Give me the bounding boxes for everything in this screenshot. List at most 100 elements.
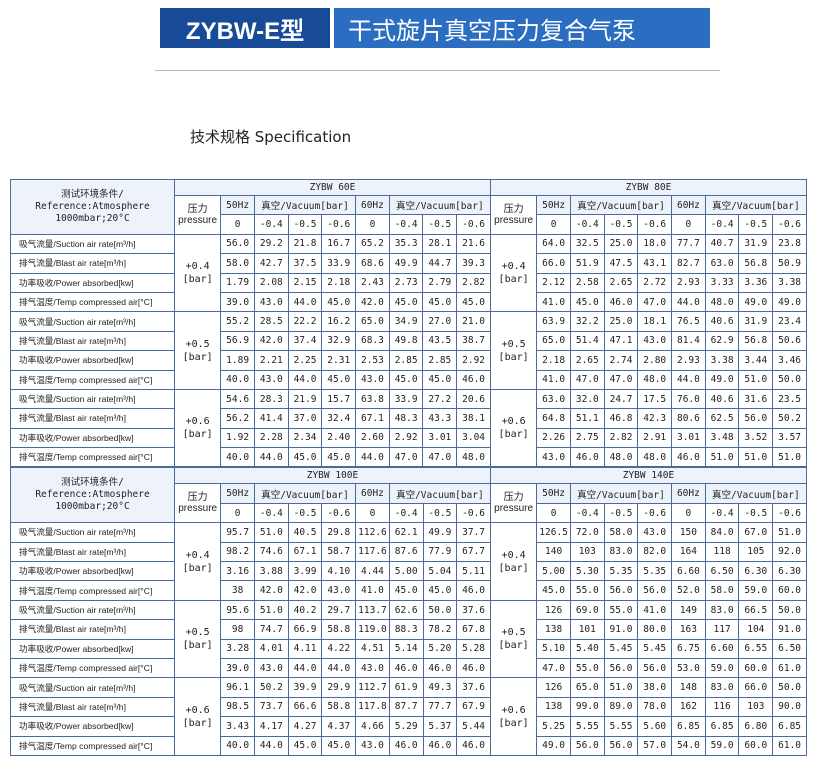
divider [155, 70, 720, 71]
value-cell: 25.0 [603, 233, 639, 255]
data-row: 排气温度/Temp compressed air[°C] 39.0 43.0 44.0… [10, 291, 807, 313]
text-line: [bar] [182, 562, 213, 574]
frequency: 60Hz [355, 483, 390, 504]
value-cell: 46.0 [456, 580, 491, 601]
value-cell: 104 [738, 619, 774, 640]
value-cell: 51.0 [704, 447, 740, 468]
value-cell: 50.2 [772, 408, 807, 429]
value-cell: 50.9 [772, 253, 807, 274]
value-cell: 33.9 [388, 388, 424, 410]
value-cell: 2.43 [355, 272, 390, 293]
value-cell: 2.85 [422, 350, 458, 371]
vacuum-header: 真空/Vacuum[bar] [704, 483, 808, 504]
value-cell: 5.30 [569, 561, 605, 582]
value-cell: 40.0 [220, 447, 255, 468]
value-cell: 4.27 [287, 716, 323, 737]
value-cell: 46.0 [569, 447, 605, 468]
value-cell: 6.75 [671, 638, 706, 659]
value-cell: 82.0 [637, 541, 673, 563]
pressure-group: +0.5 [bar] [489, 311, 538, 390]
value-cell: 51.0 [254, 522, 289, 543]
value-cell: 40.6 [704, 388, 740, 410]
value-cell: 55.0 [569, 657, 605, 679]
value-cell: 6.85 [704, 716, 740, 737]
value-cell: 1.79 [220, 272, 255, 293]
value-cell: 40.2 [287, 599, 323, 621]
value-cell: 5.14 [388, 638, 424, 659]
value-cell: 28.1 [422, 233, 458, 255]
value-cell: 45.0 [321, 735, 357, 756]
text-line: [bar] [182, 717, 213, 729]
value-cell: 5.45 [603, 638, 639, 659]
value-cell: 88.3 [388, 619, 424, 640]
row-label: 功率吸收/Power absorbed[kw] [10, 427, 175, 449]
row-label: 排气流量/Blast air rate[m³/h] [9, 696, 176, 718]
value-cell: 41.0 [355, 580, 390, 601]
value-cell: 31.9 [738, 233, 774, 255]
vacuum-header: 真空/Vacuum[bar] [388, 483, 491, 504]
text-line: Reference:Atmosphere [35, 200, 150, 212]
value-cell: 33.9 [321, 253, 357, 274]
value-cell: 2.26 [536, 427, 571, 449]
value-cell: 3.38 [772, 272, 807, 293]
value-cell: 49.9 [388, 253, 424, 274]
value-cell: 3.43 [220, 716, 255, 737]
value-cell: 50.2 [254, 677, 289, 698]
value-cell: 50.6 [772, 330, 807, 352]
value-cell: 5.45 [637, 638, 673, 659]
value-cell: 162 [671, 696, 706, 718]
value-cell: 42.7 [253, 253, 289, 274]
value-cell: 61.0 [772, 657, 807, 679]
pressure-group: +0.4 [bar] [174, 522, 222, 601]
value-cell: 48.0 [603, 447, 639, 468]
value-cell: 32.9 [321, 330, 357, 352]
value-cell: 149 [671, 599, 706, 621]
value-cell: 112.7 [355, 677, 390, 698]
vacuum-level: 0 [355, 502, 390, 524]
value-cell: 40.7 [704, 233, 740, 255]
value-cell: 58.8 [321, 696, 357, 718]
value-cell: 3.01 [671, 427, 706, 449]
text-line: pressure [178, 503, 218, 515]
value-cell: 43.0 [355, 657, 390, 679]
pressure-header: 压力 pressure [174, 483, 222, 524]
value-cell: 2.53 [355, 350, 390, 371]
value-cell: 138 [536, 696, 571, 718]
value-cell: 48.0 [637, 369, 673, 390]
value-cell: 47.0 [603, 369, 639, 390]
vacuum-level: -0.4 [388, 502, 424, 524]
value-cell: 92.0 [772, 541, 807, 563]
vacuum-level: -0.4 [388, 214, 424, 235]
vacuum-level: -0.5 [603, 214, 639, 235]
text-line: +0.4 [501, 549, 526, 561]
text-line: 测试环境条件/ [61, 188, 124, 200]
value-cell: 39.3 [456, 253, 491, 274]
value-cell: 57.0 [637, 735, 673, 756]
pressure-header: 压力 pressure [173, 195, 222, 235]
value-cell: 22.2 [287, 311, 323, 332]
value-cell: 5.20 [422, 638, 458, 659]
value-cell: 65.0 [536, 330, 571, 352]
text-line: pressure [178, 214, 218, 226]
model-title: ZYBW 80E [489, 179, 808, 196]
value-cell: 84.0 [704, 522, 740, 543]
value-cell: 45.0 [287, 735, 323, 756]
value-cell: 4.37 [321, 716, 357, 737]
vacuum-level: -0.6 [456, 214, 491, 235]
text-line: [bar] [182, 274, 213, 286]
value-cell: 60.0 [738, 735, 774, 756]
text-line: [bar] [498, 429, 529, 441]
value-cell: 48.3 [388, 408, 424, 429]
value-cell: 67.7 [456, 541, 491, 563]
value-cell: 112.6 [355, 522, 390, 543]
value-cell: 64.0 [536, 233, 571, 255]
value-cell: 58.7 [321, 541, 357, 563]
value-cell: 45.0 [321, 369, 357, 390]
value-cell: 2.82 [456, 272, 491, 293]
vacuum-header: 真空/Vacuum[bar] [388, 194, 491, 216]
value-cell: 6.80 [738, 716, 774, 737]
spec-tables: 测试环境条件/Reference:Atmosphere 1000mbar;20°C… [9, 179, 808, 756]
value-cell: 21.6 [456, 233, 491, 255]
condition: 测试环境条件/Reference:Atmosphere 1000mbar;20°C [10, 179, 175, 235]
value-cell: 2.28 [253, 427, 289, 449]
